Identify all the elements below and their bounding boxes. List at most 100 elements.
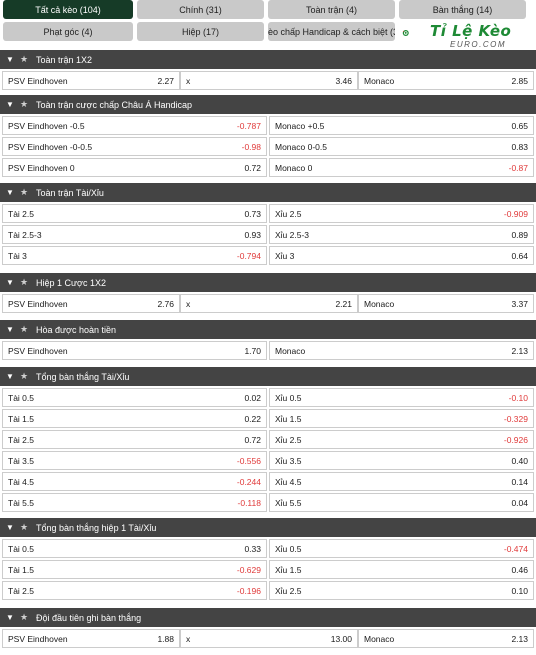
odds-cell[interactable]: Tài 1.5 -0.629 [2,560,267,579]
odds-row: Tài 4.5 -0.244 Xỉu 4.5 0.14 [0,472,536,491]
odds-cell[interactable]: Tài 0.5 0.02 [2,388,267,407]
odds-value: 2.13 [511,633,528,644]
favorite-star-icon[interactable]: ★ [20,99,29,109]
odds-cell[interactable]: Tài 3.5 -0.556 [2,451,267,470]
odds-row: Tài 5.5 -0.118 Xỉu 5.5 0.04 [0,493,536,512]
odds-row: Tài 3 -0.794 Xỉu 3 0.64 [0,246,536,265]
section-title: Toàn trận cược chấp Châu Á Handicap [36,99,193,110]
odds-cell[interactable]: Xỉu 3.5 0.40 [269,451,534,470]
section-header[interactable]: ▼ ★ Hòa được hoàn tiền [0,320,536,339]
tab-all-markets[interactable]: Tất cả kèo (104) [3,0,133,19]
odds-cell[interactable]: Monaco 3.37 [358,294,534,313]
odds-cell[interactable]: Tài 2.5 -0.196 [2,581,267,600]
odds-cell[interactable]: x 2.21 [180,294,358,313]
odds-cell[interactable]: PSV Eindhoven -0.5 -0.787 [2,116,267,135]
odds-cell[interactable]: Tài 0.5 0.33 [2,539,267,558]
selection-label: Tài 0.5 [8,543,34,554]
odds-value: -0.98 [241,141,261,152]
odds-cell[interactable]: PSV Eindhoven 1.88 [2,629,180,648]
tab-corners[interactable]: Phạt góc (4) [3,22,133,41]
collapse-chevron-icon[interactable]: ▼ [6,325,14,334]
odds-value: 2.85 [511,75,528,86]
odds-cell[interactable]: Xỉu 5.5 0.04 [269,493,534,512]
selection-label: PSV Eindhoven -0.5 [8,120,85,131]
odds-cell[interactable]: Xỉu 2.5 -0.926 [269,430,534,449]
selection-label: PSV Eindhoven [8,298,68,309]
odds-cell[interactable]: Monaco 0-0.5 0.83 [269,137,534,156]
odds-cell[interactable]: Tài 2.5 0.72 [2,430,267,449]
odds-cell[interactable]: PSV Eindhoven 0 0.72 [2,158,267,177]
favorite-star-icon[interactable]: ★ [20,54,29,64]
odds-cell[interactable]: Tài 2.5 0.73 [2,204,267,223]
favorite-star-icon[interactable]: ★ [20,187,29,197]
collapse-chevron-icon[interactable]: ▼ [6,188,14,197]
odds-cell[interactable]: Monaco 0 -0.87 [269,158,534,177]
collapse-chevron-icon[interactable]: ▼ [6,523,14,532]
odds-value: 1.70 [244,345,261,356]
odds-cell[interactable]: Xỉu 0.5 -0.474 [269,539,534,558]
odds-cell[interactable]: Tài 3 -0.794 [2,246,267,265]
odds-cell[interactable]: Monaco +0.5 0.65 [269,116,534,135]
tab-main[interactable]: Chính (31) [137,0,264,19]
selection-label: Monaco [275,345,306,356]
selection-label: Tài 1.5 [8,564,34,575]
selection-label: Monaco [364,298,395,309]
favorite-star-icon[interactable]: ★ [20,371,29,381]
favorite-star-icon[interactable]: ★ [20,522,29,532]
collapse-chevron-icon[interactable]: ▼ [6,278,14,287]
odds-cell[interactable]: PSV Eindhoven 2.27 [2,71,180,90]
odds-cell[interactable]: Xỉu 2.5 0.10 [269,581,534,600]
odds-value: 0.33 [244,543,261,554]
collapse-chevron-icon[interactable]: ▼ [6,613,14,622]
selection-label: Monaco 0-0.5 [275,141,327,152]
odds-cell[interactable]: Monaco 2.13 [269,341,534,360]
odds-value: -0.329 [503,413,528,424]
section-header[interactable]: ▼ ★ Tổng bàn thắng hiệp 1 Tài/Xỉu [0,518,536,537]
section-title: Hòa được hoàn tiền [36,324,116,335]
odds-cell[interactable]: Xỉu 1.5 -0.329 [269,409,534,428]
selection-label: Tài 0.5 [8,392,34,403]
odds-cell[interactable]: Tài 4.5 -0.244 [2,472,267,491]
tab-goals[interactable]: Bàn thắng (14) [399,0,526,19]
selection-label: Xỉu 4.5 [275,476,302,487]
odds-value: 0.93 [244,229,261,240]
odds-cell[interactable]: Xỉu 3 0.64 [269,246,534,265]
tab-full-match[interactable]: Toàn trận (4) [268,0,395,19]
tab-handicap[interactable]: Kèo chấp Handicap & cách biệt (3) [268,22,395,41]
market-tabs: Tất cả kèo (104) Chính (31) Toàn trận (4… [0,0,536,44]
odds-cell[interactable]: Xỉu 1.5 0.46 [269,560,534,579]
odds-cell[interactable]: PSV Eindhoven -0-0.5 -0.98 [2,137,267,156]
favorite-star-icon[interactable]: ★ [20,277,29,287]
odds-cell[interactable]: Xỉu 2.5 -0.909 [269,204,534,223]
odds-cell[interactable]: Tài 2.5-3 0.93 [2,225,267,244]
section-header[interactable]: ▼ ★ Đội đầu tiên ghi bàn thắng [0,608,536,627]
odds-value: 0.22 [244,413,261,424]
section-title: Tổng bàn thắng Tài/Xỉu [36,371,130,382]
odds-cell[interactable]: Monaco 2.13 [358,629,534,648]
tab-halves[interactable]: Hiệp (17) [137,22,264,41]
odds-cell[interactable]: Monaco 2.85 [358,71,534,90]
odds-cell[interactable]: PSV Eindhoven 2.76 [2,294,180,313]
odds-value: -0.787 [236,120,261,131]
favorite-star-icon[interactable]: ★ [20,324,29,334]
selection-label: Tài 2.5-3 [8,229,42,240]
collapse-chevron-icon[interactable]: ▼ [6,372,14,381]
selection-label: Xỉu 2.5 [275,434,302,445]
section-header[interactable]: ▼ ★ Tổng bàn thắng Tài/Xỉu [0,367,536,386]
odds-cell[interactable]: Tài 5.5 -0.118 [2,493,267,512]
section-header[interactable]: ▼ ★ Toàn trận 1X2 [0,50,536,69]
section-header[interactable]: ▼ ★ Toàn trận Tài/Xỉu [0,183,536,202]
odds-cell[interactable]: x 13.00 [180,629,358,648]
section-header[interactable]: ▼ ★ Hiệp 1 Cược 1X2 [0,273,536,292]
section-header[interactable]: ▼ ★ Toàn trận cược chấp Châu Á Handicap [0,95,536,114]
odds-cell[interactable]: Tài 1.5 0.22 [2,409,267,428]
odds-cell[interactable]: x 3.46 [180,71,358,90]
odds-cell[interactable]: Xỉu 0.5 -0.10 [269,388,534,407]
favorite-star-icon[interactable]: ★ [20,612,29,622]
odds-cell[interactable]: PSV Eindhoven 1.70 [2,341,267,360]
selection-label: Monaco +0.5 [275,120,325,131]
odds-cell[interactable]: Xỉu 2.5-3 0.89 [269,225,534,244]
collapse-chevron-icon[interactable]: ▼ [6,100,14,109]
odds-cell[interactable]: Xỉu 4.5 0.14 [269,472,534,491]
collapse-chevron-icon[interactable]: ▼ [6,55,14,64]
